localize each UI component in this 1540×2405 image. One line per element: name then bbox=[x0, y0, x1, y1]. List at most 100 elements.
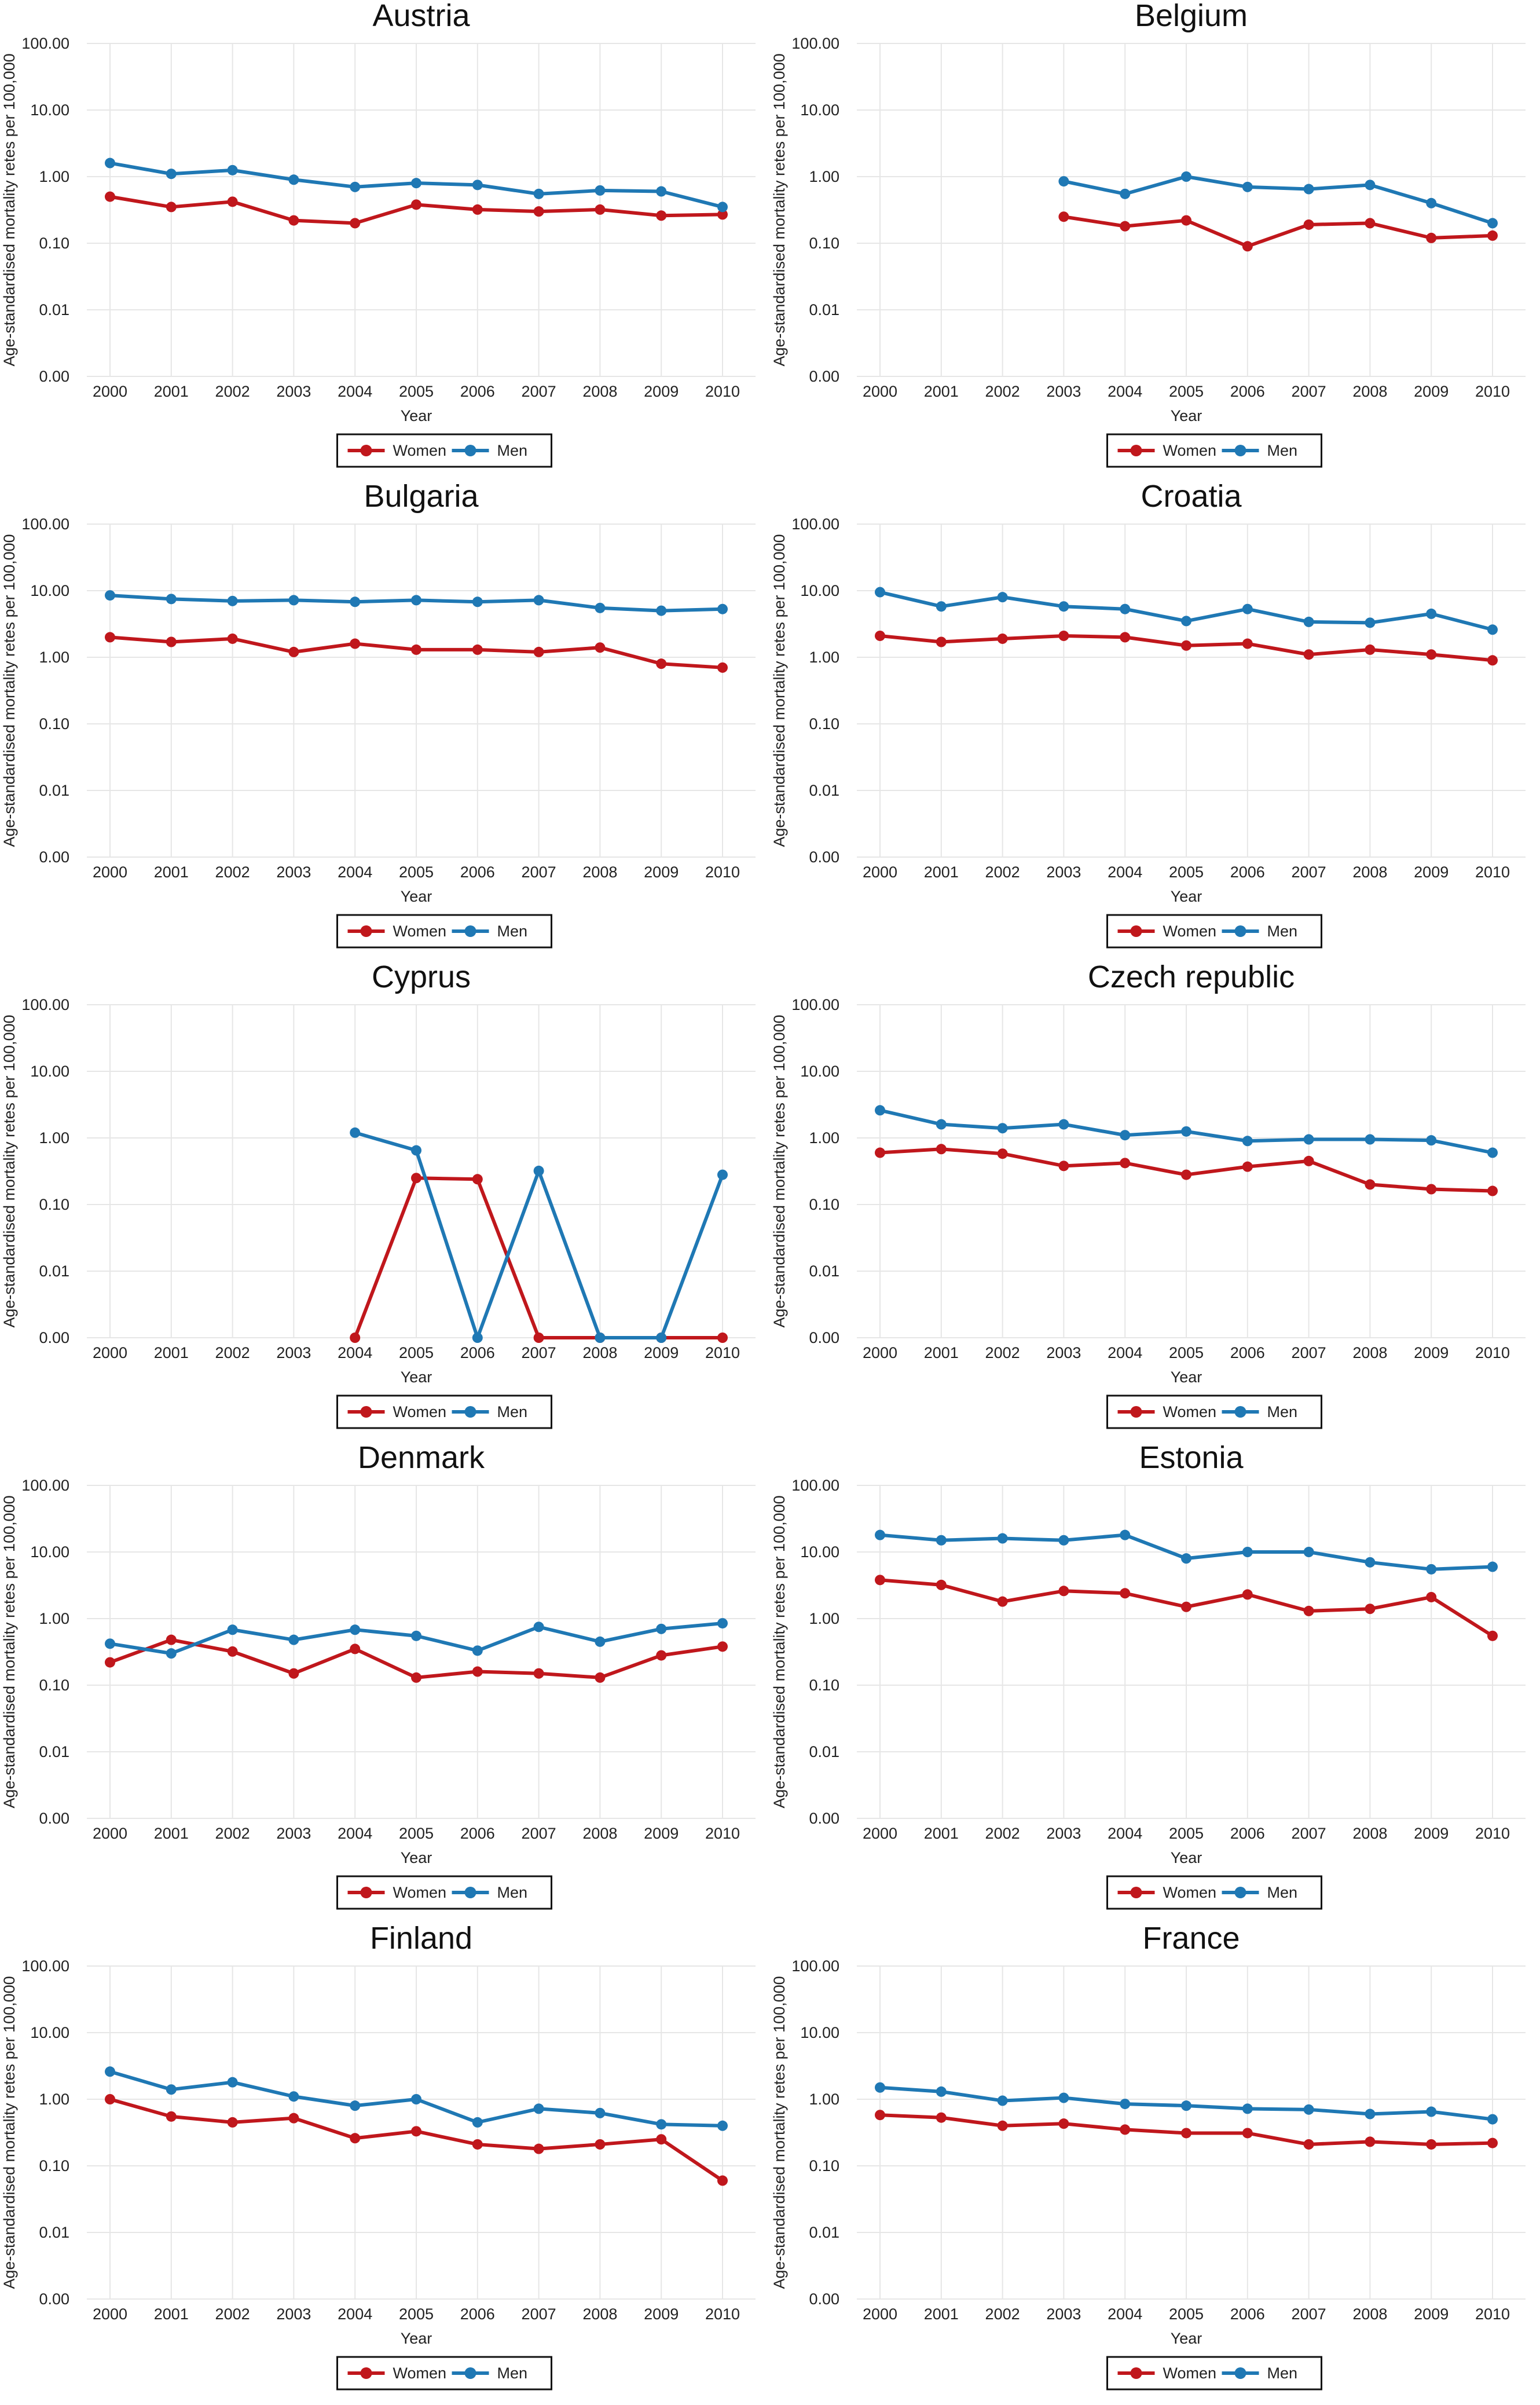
data-point-women bbox=[227, 1646, 238, 1657]
data-point-women bbox=[1426, 232, 1437, 243]
data-point-women bbox=[227, 196, 238, 207]
x-tick-label: 2003 bbox=[276, 1344, 311, 1361]
data-point-men bbox=[472, 1333, 483, 1343]
data-point-men bbox=[411, 1630, 421, 1641]
data-point-women bbox=[1426, 2139, 1437, 2150]
data-point-women bbox=[1242, 638, 1253, 649]
x-axis-label: Year bbox=[401, 1849, 432, 1866]
y-tick-label: 1.00 bbox=[809, 1610, 839, 1627]
data-point-men bbox=[1242, 1136, 1253, 1147]
data-point-women bbox=[166, 1634, 177, 1645]
y-tick-label: 10.00 bbox=[30, 2024, 69, 2041]
data-point-men bbox=[1365, 2109, 1376, 2120]
data-point-men bbox=[1120, 2099, 1131, 2110]
y-tick-label: 0.00 bbox=[39, 1810, 69, 1827]
data-point-women bbox=[1120, 2124, 1131, 2135]
data-point-men bbox=[533, 188, 544, 199]
data-point-men bbox=[1303, 1547, 1314, 1557]
data-point-women bbox=[411, 1672, 421, 1683]
data-point-women bbox=[656, 658, 667, 669]
y-tick-label: 100.00 bbox=[21, 35, 69, 52]
chart-title: Croatia bbox=[1141, 479, 1242, 514]
x-tick-label: 2005 bbox=[399, 383, 434, 400]
data-point-men bbox=[1058, 1119, 1069, 1130]
data-point-men bbox=[288, 174, 299, 185]
x-tick-label: 2005 bbox=[399, 863, 434, 881]
legend-label-women: Women bbox=[1163, 1403, 1217, 1421]
x-tick-label: 2002 bbox=[985, 1825, 1020, 1842]
data-point-men bbox=[717, 603, 728, 614]
y-axis-label: Age-standardised mortality retes per 100… bbox=[771, 53, 788, 366]
chart-title: Czech republic bbox=[1088, 960, 1295, 994]
legend-label-women: Women bbox=[1163, 923, 1217, 940]
data-point-men bbox=[1120, 188, 1131, 199]
y-tick-label: 100.00 bbox=[791, 35, 839, 52]
chart-svg: France 0.00 0.01 0.10 1.00 10.00 100.00 2000 200… bbox=[771, 1921, 1526, 2391]
data-point-men bbox=[1487, 624, 1498, 635]
legend-marker-women bbox=[360, 1406, 372, 1418]
x-tick-label: 2005 bbox=[399, 1344, 434, 1361]
x-tick-label: 2007 bbox=[522, 1825, 556, 1842]
legend-label-women: Women bbox=[393, 442, 447, 459]
x-tick-label: 2004 bbox=[1108, 383, 1142, 400]
data-point-women bbox=[656, 1650, 667, 1661]
legend-marker-women bbox=[1130, 445, 1142, 456]
y-tick-label: 100.00 bbox=[791, 996, 839, 1013]
y-tick-label: 0.01 bbox=[809, 1262, 839, 1280]
x-tick-label: 2008 bbox=[582, 1825, 617, 1842]
x-tick-label: 2006 bbox=[1230, 2305, 1265, 2323]
x-tick-label: 2010 bbox=[705, 1825, 740, 1842]
data-point-men bbox=[997, 592, 1008, 603]
y-tick-label: 0.10 bbox=[809, 1196, 839, 1213]
x-tick-label: 2006 bbox=[460, 1825, 495, 1842]
x-axis-label: Year bbox=[401, 1368, 432, 1386]
data-point-women bbox=[411, 644, 421, 655]
data-point-women bbox=[717, 2175, 728, 2186]
data-point-men bbox=[595, 1333, 606, 1343]
x-tick-label: 2000 bbox=[93, 383, 127, 400]
data-point-men bbox=[105, 158, 115, 169]
chart-title: Finland bbox=[370, 1921, 472, 1956]
data-point-women bbox=[1487, 1630, 1498, 1641]
x-tick-label: 2004 bbox=[338, 1344, 372, 1361]
data-point-women bbox=[875, 1147, 885, 1158]
legend-marker-women bbox=[1130, 2367, 1142, 2379]
data-point-men bbox=[227, 595, 238, 606]
chart-svg: Cyprus 0.00 0.01 0.10 1.00 10.00 100.00 2000 200… bbox=[1, 960, 756, 1429]
data-point-men bbox=[717, 1618, 728, 1629]
data-point-men bbox=[472, 1645, 483, 1656]
y-axis-label: Age-standardised mortality retes per 100… bbox=[1, 1495, 18, 1808]
data-point-women bbox=[1058, 1161, 1069, 1172]
data-point-men bbox=[1303, 184, 1314, 195]
data-point-men bbox=[350, 181, 361, 192]
data-point-women bbox=[1303, 1155, 1314, 1166]
x-tick-label: 2009 bbox=[1414, 1825, 1449, 1842]
legend-marker-men bbox=[464, 925, 476, 937]
x-axis-label: Year bbox=[401, 888, 432, 905]
data-point-women bbox=[350, 2133, 361, 2144]
legend-label-men: Men bbox=[497, 1403, 528, 1421]
x-tick-label: 2009 bbox=[1414, 1344, 1449, 1361]
data-point-men bbox=[1242, 2103, 1253, 2114]
data-point-men bbox=[1058, 1535, 1069, 1546]
legend-label-women: Women bbox=[1163, 442, 1217, 459]
data-point-men bbox=[1120, 603, 1131, 614]
chart-panel-finland: Finland 0.00 0.01 0.10 1.00 10.00 100.00 2000 20… bbox=[0, 1921, 770, 2403]
data-point-women bbox=[472, 1666, 483, 1677]
x-axis-label: Year bbox=[1171, 1849, 1202, 1866]
x-tick-label: 2004 bbox=[338, 863, 372, 881]
x-tick-label: 2004 bbox=[1108, 1825, 1142, 1842]
data-point-women bbox=[288, 646, 299, 657]
data-point-men bbox=[350, 596, 361, 607]
x-tick-label: 2001 bbox=[154, 383, 189, 400]
data-point-men bbox=[1365, 1134, 1376, 1145]
x-tick-label: 2005 bbox=[1169, 1344, 1204, 1361]
data-point-women bbox=[1242, 1161, 1253, 1172]
data-point-women bbox=[166, 202, 177, 213]
data-point-men bbox=[1426, 608, 1437, 619]
data-point-men bbox=[350, 2100, 361, 2111]
data-point-women bbox=[411, 199, 421, 210]
legend-label-men: Men bbox=[1267, 1884, 1298, 1901]
data-point-men bbox=[1181, 616, 1191, 627]
